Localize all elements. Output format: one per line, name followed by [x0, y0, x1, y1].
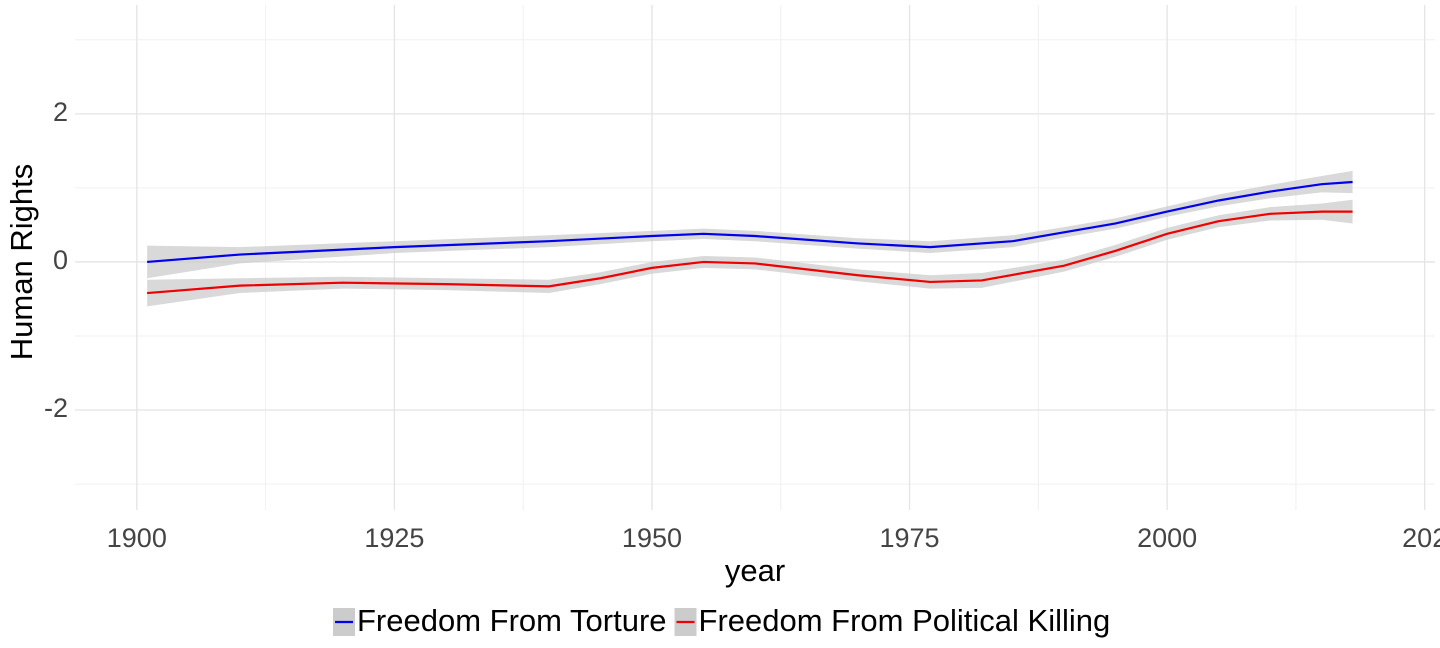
trend-line [147, 210, 1353, 295]
x-tick-label: 2000 [1137, 523, 1197, 553]
x-tick-label: 1925 [364, 523, 424, 553]
x-tick-label: 202 [1402, 523, 1440, 553]
legend: Freedom From Torture Freedom From Politic… [333, 603, 1110, 638]
trend-line [147, 180, 1353, 264]
confidence-band [147, 199, 1353, 307]
x-axis-title: year [725, 553, 785, 588]
y-tick-label: -2 [44, 393, 68, 423]
legend-label: Freedom From Political Killing [699, 603, 1111, 638]
x-tick-label: 1975 [880, 523, 940, 553]
y-tick-label: 2 [53, 97, 68, 127]
y-tick-label: 0 [53, 245, 68, 275]
y-axis-title: Human Rights [4, 164, 39, 360]
legend-label: Freedom From Torture [357, 603, 667, 638]
x-tick-label: 1900 [107, 523, 167, 553]
x-tick-label: 1950 [622, 523, 682, 553]
